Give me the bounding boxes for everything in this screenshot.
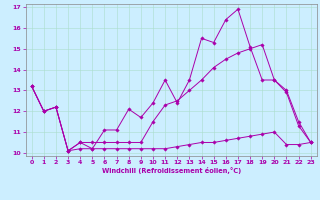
- X-axis label: Windchill (Refroidissement éolien,°C): Windchill (Refroidissement éolien,°C): [101, 167, 241, 174]
